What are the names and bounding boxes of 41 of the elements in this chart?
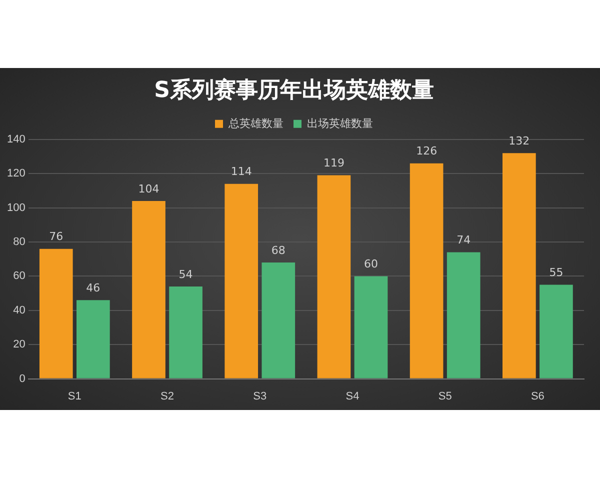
x-tick-label: S4 [346, 390, 360, 402]
y-tick-label: 0 [19, 372, 26, 385]
chart-title: S系列赛事历年出场英雄数量 [154, 76, 434, 103]
bar [39, 248, 73, 378]
y-tick-label: 40 [13, 304, 26, 316]
data-label: 132 [508, 134, 530, 148]
data-label: 68 [271, 244, 286, 257]
bar [410, 163, 444, 378]
data-label: 54 [178, 268, 193, 281]
x-tick-label: S2 [160, 390, 174, 402]
x-tick-label: S3 [253, 390, 267, 402]
bar [354, 276, 388, 378]
bar [76, 300, 110, 378]
bar [224, 184, 258, 378]
bar [132, 200, 166, 378]
bar [540, 284, 573, 378]
bar [446, 252, 480, 378]
data-label: 104 [138, 182, 160, 196]
data-label: 114 [230, 165, 252, 178]
x-tick-label: S1 [68, 390, 82, 402]
bar [262, 262, 296, 378]
data-label: 119 [323, 156, 344, 170]
y-tick-label: 60 [13, 270, 26, 282]
x-tick-label: S6 [530, 390, 544, 402]
data-label: 46 [86, 282, 100, 294]
legend-label: 出场英雄数量 [307, 116, 373, 130]
data-label: 60 [364, 258, 378, 271]
data-label: 76 [49, 230, 64, 244]
y-tick-label: 100 [6, 202, 26, 214]
y-tick-label: 140 [6, 133, 26, 146]
y-tick-label: 80 [13, 236, 26, 248]
x-tick-label: S5 [438, 390, 452, 402]
data-label: 126 [416, 144, 438, 158]
data-label: 55 [549, 266, 564, 280]
y-tick-label: 20 [13, 338, 26, 351]
bar [502, 153, 536, 378]
legend-label: 总英雄数量 [228, 116, 284, 130]
data-label: 74 [456, 234, 471, 247]
y-tick-label: 120 [6, 168, 26, 180]
bar [317, 175, 351, 378]
bar [169, 286, 202, 378]
